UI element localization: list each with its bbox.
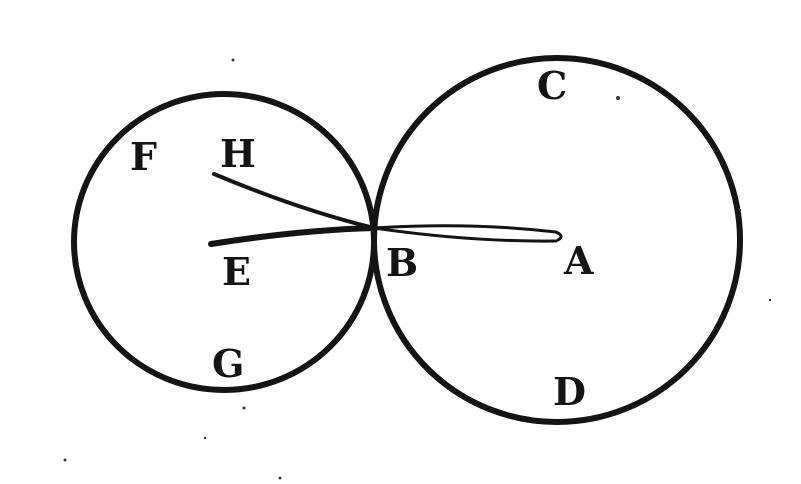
label-a: A (563, 238, 594, 283)
speck (616, 96, 620, 100)
label-g: G (212, 341, 244, 386)
speck (278, 476, 282, 480)
speck (203, 436, 207, 440)
label-h: H (220, 131, 256, 176)
label-b: B (386, 240, 418, 285)
label-f: F (130, 134, 157, 179)
label-c: C (537, 63, 567, 108)
speck (738, 208, 742, 212)
line-b-to-a-lower (372, 226, 558, 243)
speck (231, 58, 235, 62)
line-b-to-a-upper (372, 224, 563, 242)
line-h-to-b (212, 172, 376, 230)
line-e-to-b (208, 225, 377, 247)
label-e: E (222, 249, 251, 294)
speck (63, 458, 67, 462)
speck (768, 298, 772, 302)
speck (242, 406, 246, 410)
label-d: D (553, 369, 586, 414)
circle-right (371, 55, 743, 425)
